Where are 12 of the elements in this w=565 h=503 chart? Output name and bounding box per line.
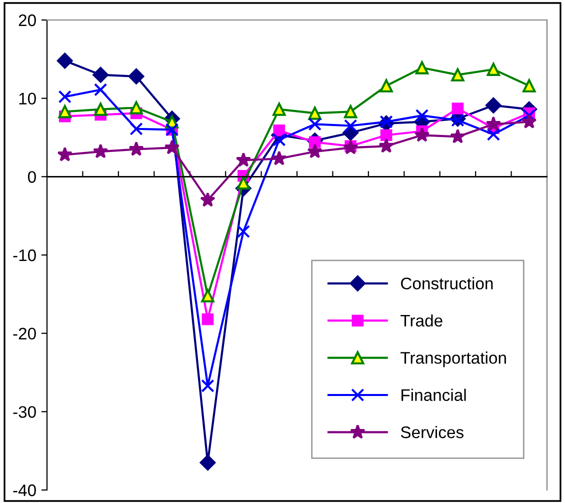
legend-label: Transportation [400, 352, 506, 368]
legend-label: Financial [402, 388, 466, 402]
legend-label: Services [400, 426, 464, 438]
y-tick-label: -40 [13, 484, 36, 496]
y-tick-label: -30 [13, 406, 36, 418]
y-tick-label: -10 [13, 249, 36, 262]
y-tick-label: 10 [19, 92, 36, 105]
y-tick-label: -20 [13, 328, 36, 340]
y-tick-label: 20 [18, 14, 36, 26]
legend-label: Construction [401, 277, 493, 290]
legend-label: Trade [400, 314, 442, 327]
y-tick-label: 0 [28, 171, 36, 183]
